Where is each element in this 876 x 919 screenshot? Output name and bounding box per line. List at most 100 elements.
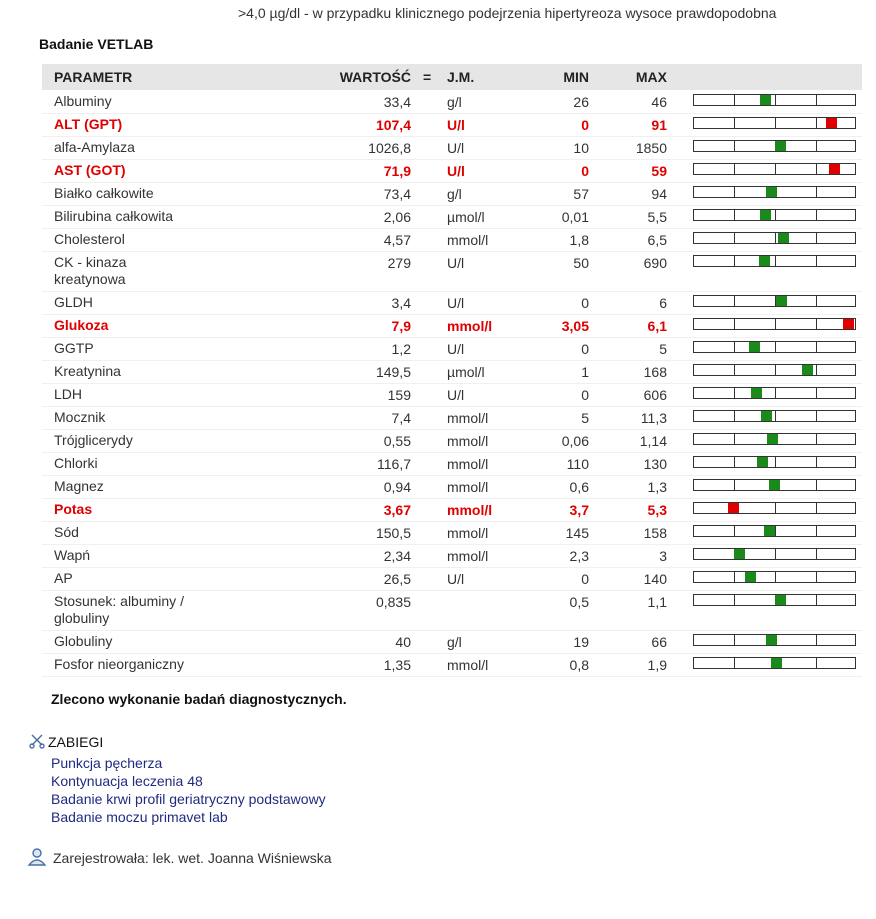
value-marker — [727, 503, 739, 513]
parameter: Bilirubina całkowita — [54, 208, 174, 224]
value: 71,9 — [383, 163, 411, 179]
value: 1,2 — [391, 341, 411, 357]
range-divider — [775, 365, 776, 375]
value: 3,67 — [383, 502, 411, 518]
range-bar — [693, 410, 856, 422]
max: 168 — [643, 364, 667, 380]
max: 606 — [643, 387, 667, 403]
range-bar — [693, 479, 856, 491]
range-divider — [734, 434, 735, 444]
table-header: PARAMETR WARTOŚĆ = J.M. MIN MAX — [42, 64, 862, 90]
range-divider — [816, 233, 817, 243]
procedure-link[interactable]: Badanie krwi profil geriatryczny podstaw… — [51, 791, 326, 807]
unit: mmol/l — [447, 657, 489, 673]
range-divider — [734, 342, 735, 352]
procedure-link[interactable]: Punkcja pęcherza — [51, 755, 163, 771]
range-divider — [775, 164, 776, 174]
table-body: Albuminy 33,4 g/l 26 46 ALT (GPT) 107,4 U/l 0 91 a… — [42, 91, 862, 677]
min: 2,3 — [569, 548, 589, 564]
parameter: Albuminy — [54, 93, 112, 109]
unit: g/l — [447, 94, 462, 110]
range-divider — [816, 457, 817, 467]
range-divider — [734, 296, 735, 306]
unit: mmol/l — [447, 433, 489, 449]
range-divider — [775, 95, 776, 105]
footer-note: Zlecono wykonanie badań diagnostycznych. — [51, 691, 347, 707]
max: 59 — [651, 163, 667, 179]
min: 0,5 — [569, 594, 589, 610]
unit: µmol/l — [447, 209, 485, 225]
range-divider — [775, 411, 776, 421]
max: 1,1 — [647, 594, 667, 610]
range-divider — [816, 595, 817, 605]
range-bar — [693, 571, 856, 583]
range-divider — [734, 210, 735, 220]
parameter: Magnez — [54, 478, 104, 494]
max: 66 — [651, 634, 667, 650]
max: 1850 — [635, 140, 667, 156]
column-header: = — [423, 69, 432, 85]
unit: µmol/l — [447, 364, 485, 380]
table-row: Magnez 0,94 mmol/l 0,6 1,3 — [42, 476, 862, 499]
range-divider — [734, 365, 735, 375]
value-marker — [775, 296, 787, 306]
procedure-link[interactable]: Badanie moczu primavet lab — [51, 809, 228, 825]
value: 7,4 — [391, 410, 411, 426]
value-marker — [769, 480, 781, 490]
range-bar — [693, 341, 856, 353]
range-divider — [775, 549, 776, 559]
value: 4,57 — [383, 232, 411, 248]
range-bar — [693, 548, 856, 560]
unit: U/l — [447, 295, 465, 311]
range-divider — [816, 95, 817, 105]
max: 3 — [659, 548, 667, 564]
range-divider — [816, 480, 817, 490]
value: 279 — [387, 255, 411, 271]
unit: g/l — [447, 186, 462, 202]
unit: U/l — [447, 117, 465, 133]
value: 73,4 — [383, 186, 411, 202]
range-divider — [775, 210, 776, 220]
min: 5 — [581, 410, 589, 426]
range-divider — [816, 388, 817, 398]
range-bar — [693, 209, 856, 221]
min: 0,6 — [569, 479, 589, 495]
min: 0 — [581, 571, 589, 587]
value: 0,55 — [383, 433, 411, 449]
range-divider — [734, 256, 735, 266]
range-divider — [816, 187, 817, 197]
unit: mmol/l — [447, 548, 489, 564]
range-divider — [734, 457, 735, 467]
value: 0,94 — [383, 479, 411, 495]
value-marker — [756, 457, 768, 467]
unit: U/l — [447, 255, 465, 271]
parameter: Wapń — [54, 547, 91, 563]
range-divider — [775, 319, 776, 329]
parameter: Białko całkowite — [54, 185, 154, 201]
range-bar — [693, 634, 856, 646]
range-divider — [775, 233, 776, 243]
max: 46 — [651, 94, 667, 110]
unit: U/l — [447, 140, 465, 156]
unit: mmol/l — [447, 525, 489, 541]
table-row: Chlorki 116,7 mmol/l 110 130 — [42, 453, 862, 476]
value-marker — [766, 434, 778, 444]
min: 0 — [581, 163, 589, 179]
max: 690 — [643, 255, 667, 271]
range-divider — [775, 572, 776, 582]
value: 2,34 — [383, 548, 411, 564]
max: 158 — [643, 525, 667, 541]
max: 130 — [643, 456, 667, 472]
table-row: Bilirubina całkowita 2,06 µmol/l 0,01 5,5 — [42, 206, 862, 229]
range-divider — [816, 411, 817, 421]
procedure-link[interactable]: Kontynuacja leczenia 48 — [51, 773, 203, 789]
value-marker — [777, 233, 789, 243]
column-header: MIN — [563, 69, 589, 85]
range-bar — [693, 502, 856, 514]
min: 57 — [573, 186, 589, 202]
range-divider — [816, 296, 817, 306]
min: 0,01 — [561, 209, 589, 225]
unit: mmol/l — [447, 318, 493, 334]
column-header: MAX — [635, 69, 667, 85]
range-divider — [734, 658, 735, 668]
